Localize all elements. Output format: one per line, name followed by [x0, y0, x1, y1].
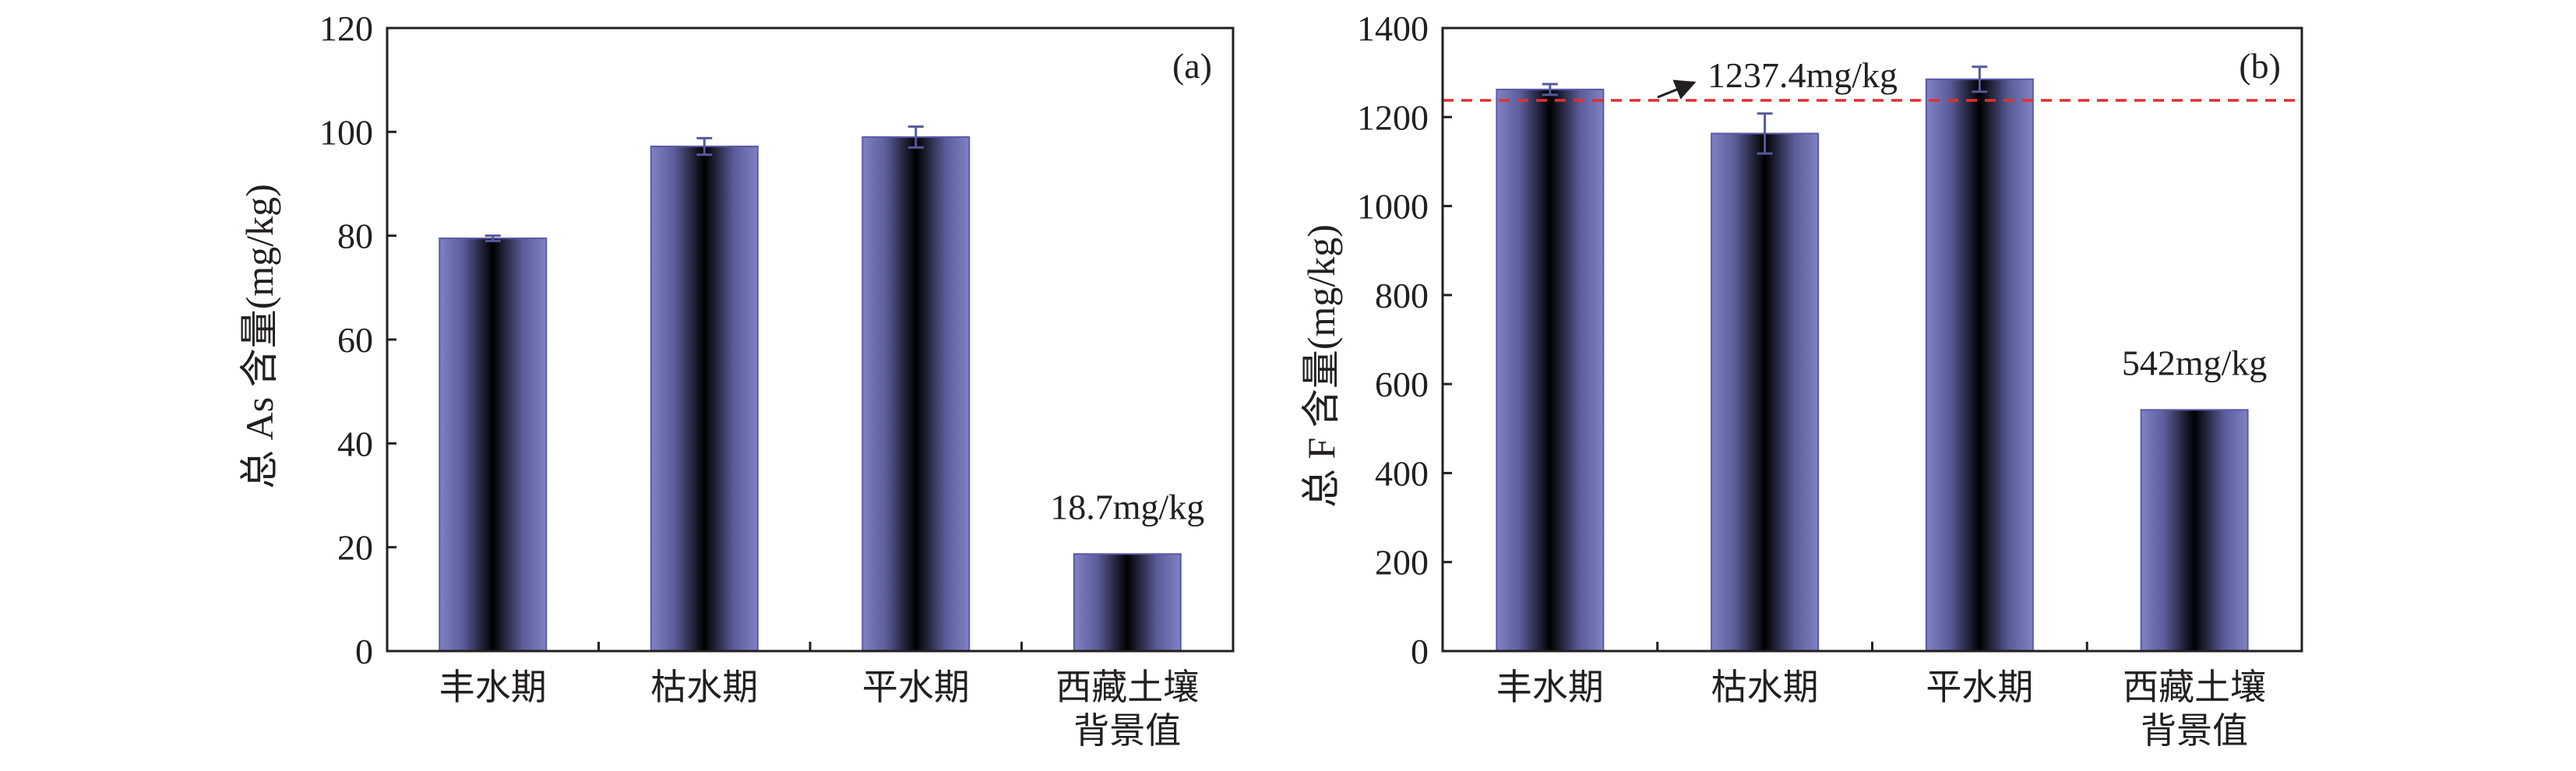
y-tick-label: 0	[1411, 632, 1429, 671]
bar	[650, 146, 759, 652]
error-bar	[696, 136, 713, 157]
x-category-label: 丰水期	[439, 667, 547, 707]
y-tick-label: 800	[1375, 276, 1429, 315]
y-tick-label: 40	[337, 424, 373, 463]
value-annotation: 18.7mg/kg	[1050, 487, 1204, 526]
x-category-label: 平水期	[1926, 667, 2033, 707]
error-bar	[1757, 112, 1773, 155]
y-tick-label: 600	[1375, 364, 1429, 404]
y-axis-ticks: 0 20 40 60 80 100 120	[319, 9, 1023, 671]
error-bar	[1972, 65, 1988, 93]
y-axis-title: 总 As 含量(mg/kg)	[238, 184, 281, 489]
bar	[1496, 88, 1605, 653]
y-tick-label: 0	[355, 632, 373, 671]
error-bar	[1542, 83, 1558, 97]
x-category-label: 枯水期	[650, 667, 758, 707]
error-bar	[485, 234, 501, 242]
y-tick-label: 20	[337, 528, 373, 568]
y-tick-label: 1000	[1357, 187, 1429, 227]
panel-label: (b)	[2239, 46, 2281, 86]
bar	[1711, 132, 1820, 652]
bar	[439, 238, 548, 652]
x-category-label: 西藏土壤背景值	[1055, 667, 1199, 751]
bar	[1073, 553, 1182, 652]
chart-panel-b: 总 F 含量(mg/kg) (b) 542mg/kg 1237.4mg/kg 0 2…	[1299, 9, 2303, 751]
chart-panel-a: 总 As 含量(mg/kg) (a) 18.7mg/kg 0 20 40 60 80 10…	[238, 9, 1235, 751]
value-annotation: 542mg/kg	[2122, 343, 2268, 382]
panel-label: (a)	[1172, 46, 1212, 86]
y-tick-label: 120	[319, 9, 373, 48]
x-category-label: 西藏土壤背景值	[2123, 667, 2266, 751]
bar	[2140, 409, 2249, 652]
arrow-icon	[1657, 79, 1697, 100]
bar	[1925, 78, 2034, 652]
x-category-label: 枯水期	[1711, 667, 1819, 707]
y-tick-label: 400	[1375, 453, 1429, 493]
bar-marks: 18.7mg/kg	[439, 125, 1204, 652]
reference-line-label: 1237.4mg/kg	[1707, 55, 1898, 95]
error-bar	[907, 125, 924, 149]
y-tick-label: 1400	[1357, 9, 1429, 48]
y-axis-ticks: 0 200 400 600 800 1000 1200 1400	[1357, 9, 2088, 671]
bar	[862, 136, 971, 652]
x-axis-labels: 丰水期 枯水期 平水期 西藏土壤背景值	[1496, 667, 2266, 751]
bar-marks: 542mg/kg 1237.4mg/kg	[1443, 55, 2302, 653]
x-category-label: 平水期	[862, 667, 970, 707]
y-tick-label: 80	[337, 217, 373, 256]
y-tick-label: 1200	[1357, 97, 1429, 137]
y-tick-label: 60	[337, 320, 373, 360]
x-axis-labels: 丰水期 枯水期 平水期 西藏土壤背景值	[439, 667, 1200, 751]
y-tick-label: 200	[1375, 543, 1429, 583]
y-tick-label: 100	[319, 112, 373, 152]
x-category-label: 丰水期	[1496, 667, 1604, 707]
y-axis-title: 总 F 含量(mg/kg)	[1299, 224, 1343, 508]
